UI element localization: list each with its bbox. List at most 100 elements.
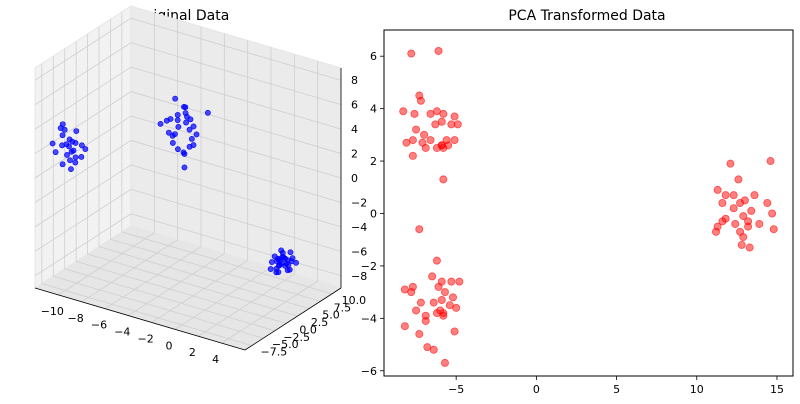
data-point-3d (174, 117, 181, 124)
x-axis-line (34, 287, 246, 351)
grid-x-floor (104, 246, 202, 310)
data-point-3d (182, 104, 189, 111)
data-point-3d (175, 123, 182, 130)
y-tick-label: 10.0 (342, 294, 367, 307)
3d-scatter-points (49, 95, 299, 276)
data-point-3d (73, 128, 80, 134)
z-tick-label: 2 (351, 148, 358, 161)
x-tick-label: −10 (41, 305, 64, 318)
data-point-3d (175, 146, 181, 153)
x-tick-label: 10 (690, 383, 704, 396)
data-point-3d (289, 255, 296, 262)
data-point (399, 107, 408, 116)
data-point (766, 157, 775, 166)
data-point (739, 233, 748, 242)
pca-scatter-points (399, 46, 778, 367)
data-point-3d (70, 147, 77, 154)
data-point (726, 159, 735, 168)
y-tick-label: 5.0 (322, 309, 340, 322)
grid-z-side (34, 42, 132, 106)
grid-z-side (34, 164, 132, 228)
data-point-3d (183, 119, 189, 126)
grid-z-back (130, 115, 342, 179)
grid-x-floor (128, 253, 225, 316)
data-point-3d (287, 249, 294, 256)
grid-x-floor (221, 280, 318, 344)
data-point-3d (59, 132, 66, 139)
data-point (750, 191, 759, 200)
grid-z-back (130, 188, 342, 252)
data-point-3d (268, 259, 275, 265)
data-point-3d (64, 152, 70, 158)
data-point-3d (157, 120, 164, 127)
grid-x-floor (174, 266, 272, 330)
y-tick-label: 6 (370, 50, 377, 63)
z-tick-label: −8 (351, 270, 367, 283)
z-tick-label: 8 (351, 74, 358, 87)
3d-tick-labels: −10 −8 −6 −4 −2 0 2 4 −7.5−5.0−2.50.02.55.07.510… (41, 74, 367, 366)
grid-x-floor (81, 239, 178, 303)
grid-z-back (130, 91, 342, 154)
3d-gridlines (34, 11, 342, 351)
data-point-3d (61, 126, 68, 133)
data-point (729, 204, 738, 213)
data-point (729, 191, 738, 200)
x-tick-label: 0 (166, 339, 173, 352)
grid-y-floor (76, 261, 287, 324)
grid-y-floor (121, 231, 332, 295)
data-point-3d (78, 153, 85, 160)
data-point (400, 322, 409, 331)
y-tick-label: −2 (361, 260, 377, 273)
grid-z-back (130, 66, 342, 130)
data-point (745, 243, 754, 252)
z-tick-label: −6 (351, 245, 367, 258)
data-point (402, 138, 411, 147)
data-point-3d (72, 154, 79, 161)
data-point-3d (204, 109, 211, 116)
data-point (408, 151, 417, 160)
data-point (769, 225, 778, 234)
y-tick-label: 2 (370, 155, 377, 168)
data-point (428, 272, 437, 281)
data-point-3d (275, 269, 282, 275)
data-point (713, 185, 722, 194)
data-point (736, 198, 745, 207)
pca-title: PCA Transformed Data (508, 8, 665, 24)
data-point-3d (169, 140, 176, 146)
data-point-3d (59, 161, 66, 168)
y-tick-label: 0 (370, 207, 377, 220)
data-point-3d (165, 129, 172, 136)
pca-transformed-plot: PCA Transformed Data −5 0 5 10 15 −6 −4 −2 0 2 4 6 (361, 8, 794, 396)
z-tick-label: −4 (351, 221, 367, 234)
data-point-3d (186, 143, 193, 150)
data-point-3d (193, 131, 200, 138)
grid-z-back (130, 164, 342, 228)
data-point-3d (278, 260, 285, 267)
x-tick-label: 0 (533, 383, 540, 396)
data-point (440, 358, 449, 367)
data-point-3d (82, 146, 89, 152)
data-point (768, 209, 777, 218)
data-point-3d (67, 157, 73, 164)
grid-z-back (130, 140, 342, 203)
data-point-3d (66, 136, 73, 143)
data-point (434, 46, 443, 55)
data-point (450, 327, 459, 336)
data-point (416, 96, 425, 105)
y-tick-label: −7.5 (260, 346, 287, 359)
data-point (429, 345, 438, 354)
data-point (718, 217, 727, 226)
x-tick-label: −2 (138, 332, 154, 345)
x-tick-label: −4 (114, 326, 130, 339)
z-tick-label: 0 (351, 172, 358, 185)
data-point (747, 206, 756, 215)
data-point (432, 256, 441, 265)
pca-ticks: −5 0 5 10 15 −6 −4 −2 0 2 4 6 (361, 50, 784, 396)
grid-z-side (34, 17, 132, 81)
data-point (450, 112, 459, 121)
data-point (442, 136, 451, 145)
data-point (763, 198, 772, 207)
data-point-3d (184, 113, 190, 120)
grid-z-side (34, 66, 132, 130)
x-tick-label: 2 (189, 346, 196, 359)
